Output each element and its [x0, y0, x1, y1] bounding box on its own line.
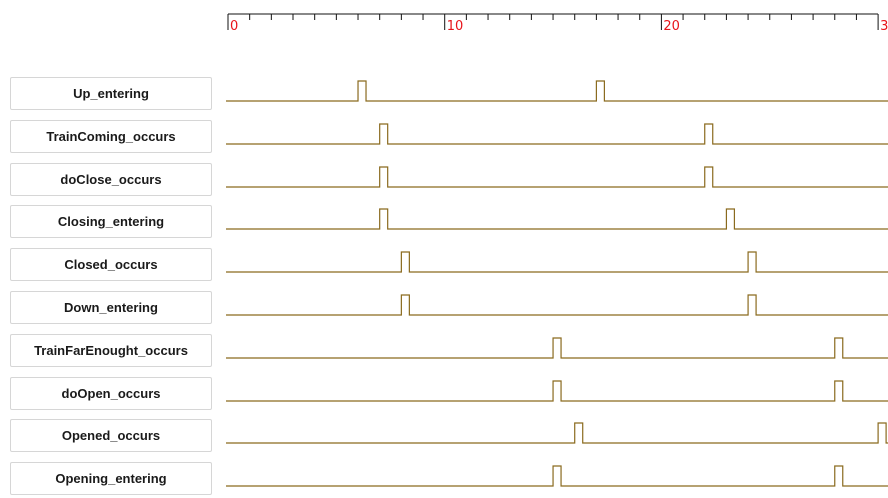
signal-waveform [226, 422, 888, 444]
signal-label[interactable]: Down_entering [10, 291, 212, 324]
signal-label[interactable]: Opened_occurs [10, 419, 212, 453]
signal-trace [226, 123, 888, 145]
signal-waveform [226, 251, 888, 273]
timeline-ruler: 0 10 20 30 [227, 13, 888, 34]
ruler-tick-label: 10 [447, 19, 464, 34]
signal-waveform [226, 294, 888, 316]
signal-label[interactable]: Up_entering [10, 77, 212, 110]
signal-waveform [226, 165, 888, 188]
signal-waveform [226, 80, 888, 102]
ruler-labels: 0 10 20 30 [230, 19, 888, 34]
signal-label[interactable]: Opening_entering [10, 462, 212, 496]
signal-trace [226, 337, 888, 359]
ruler-tick-label: 20 [663, 19, 680, 34]
signal-label[interactable]: doOpen_occurs [10, 376, 212, 410]
signal-waveform [226, 337, 888, 359]
signal-trace [226, 422, 888, 444]
ruler-tick-label: 0 [230, 19, 238, 34]
signal-trace [226, 294, 888, 316]
signal-trace [226, 251, 888, 273]
ruler-tick-label: 30 [880, 19, 888, 34]
signal-label[interactable]: Closed_occurs [10, 248, 212, 282]
signal-label[interactable]: TrainComing_occurs [10, 119, 212, 153]
signal-trace [226, 208, 888, 230]
signal-waveform [226, 123, 888, 145]
signal-trace [226, 80, 888, 102]
signal-waveform [226, 379, 888, 402]
signal-trace [226, 165, 888, 188]
signal-waveform [226, 465, 888, 487]
signal-label[interactable]: TrainFarEnought_occurs [10, 333, 212, 367]
signal-label[interactable]: doClose_occurs [10, 162, 212, 196]
ruler-ticks [227, 14, 879, 30]
signal-trace [226, 465, 888, 487]
signal-trace [226, 379, 888, 402]
signal-label[interactable]: Closing_entering [10, 205, 212, 239]
signal-waveform [226, 208, 888, 230]
